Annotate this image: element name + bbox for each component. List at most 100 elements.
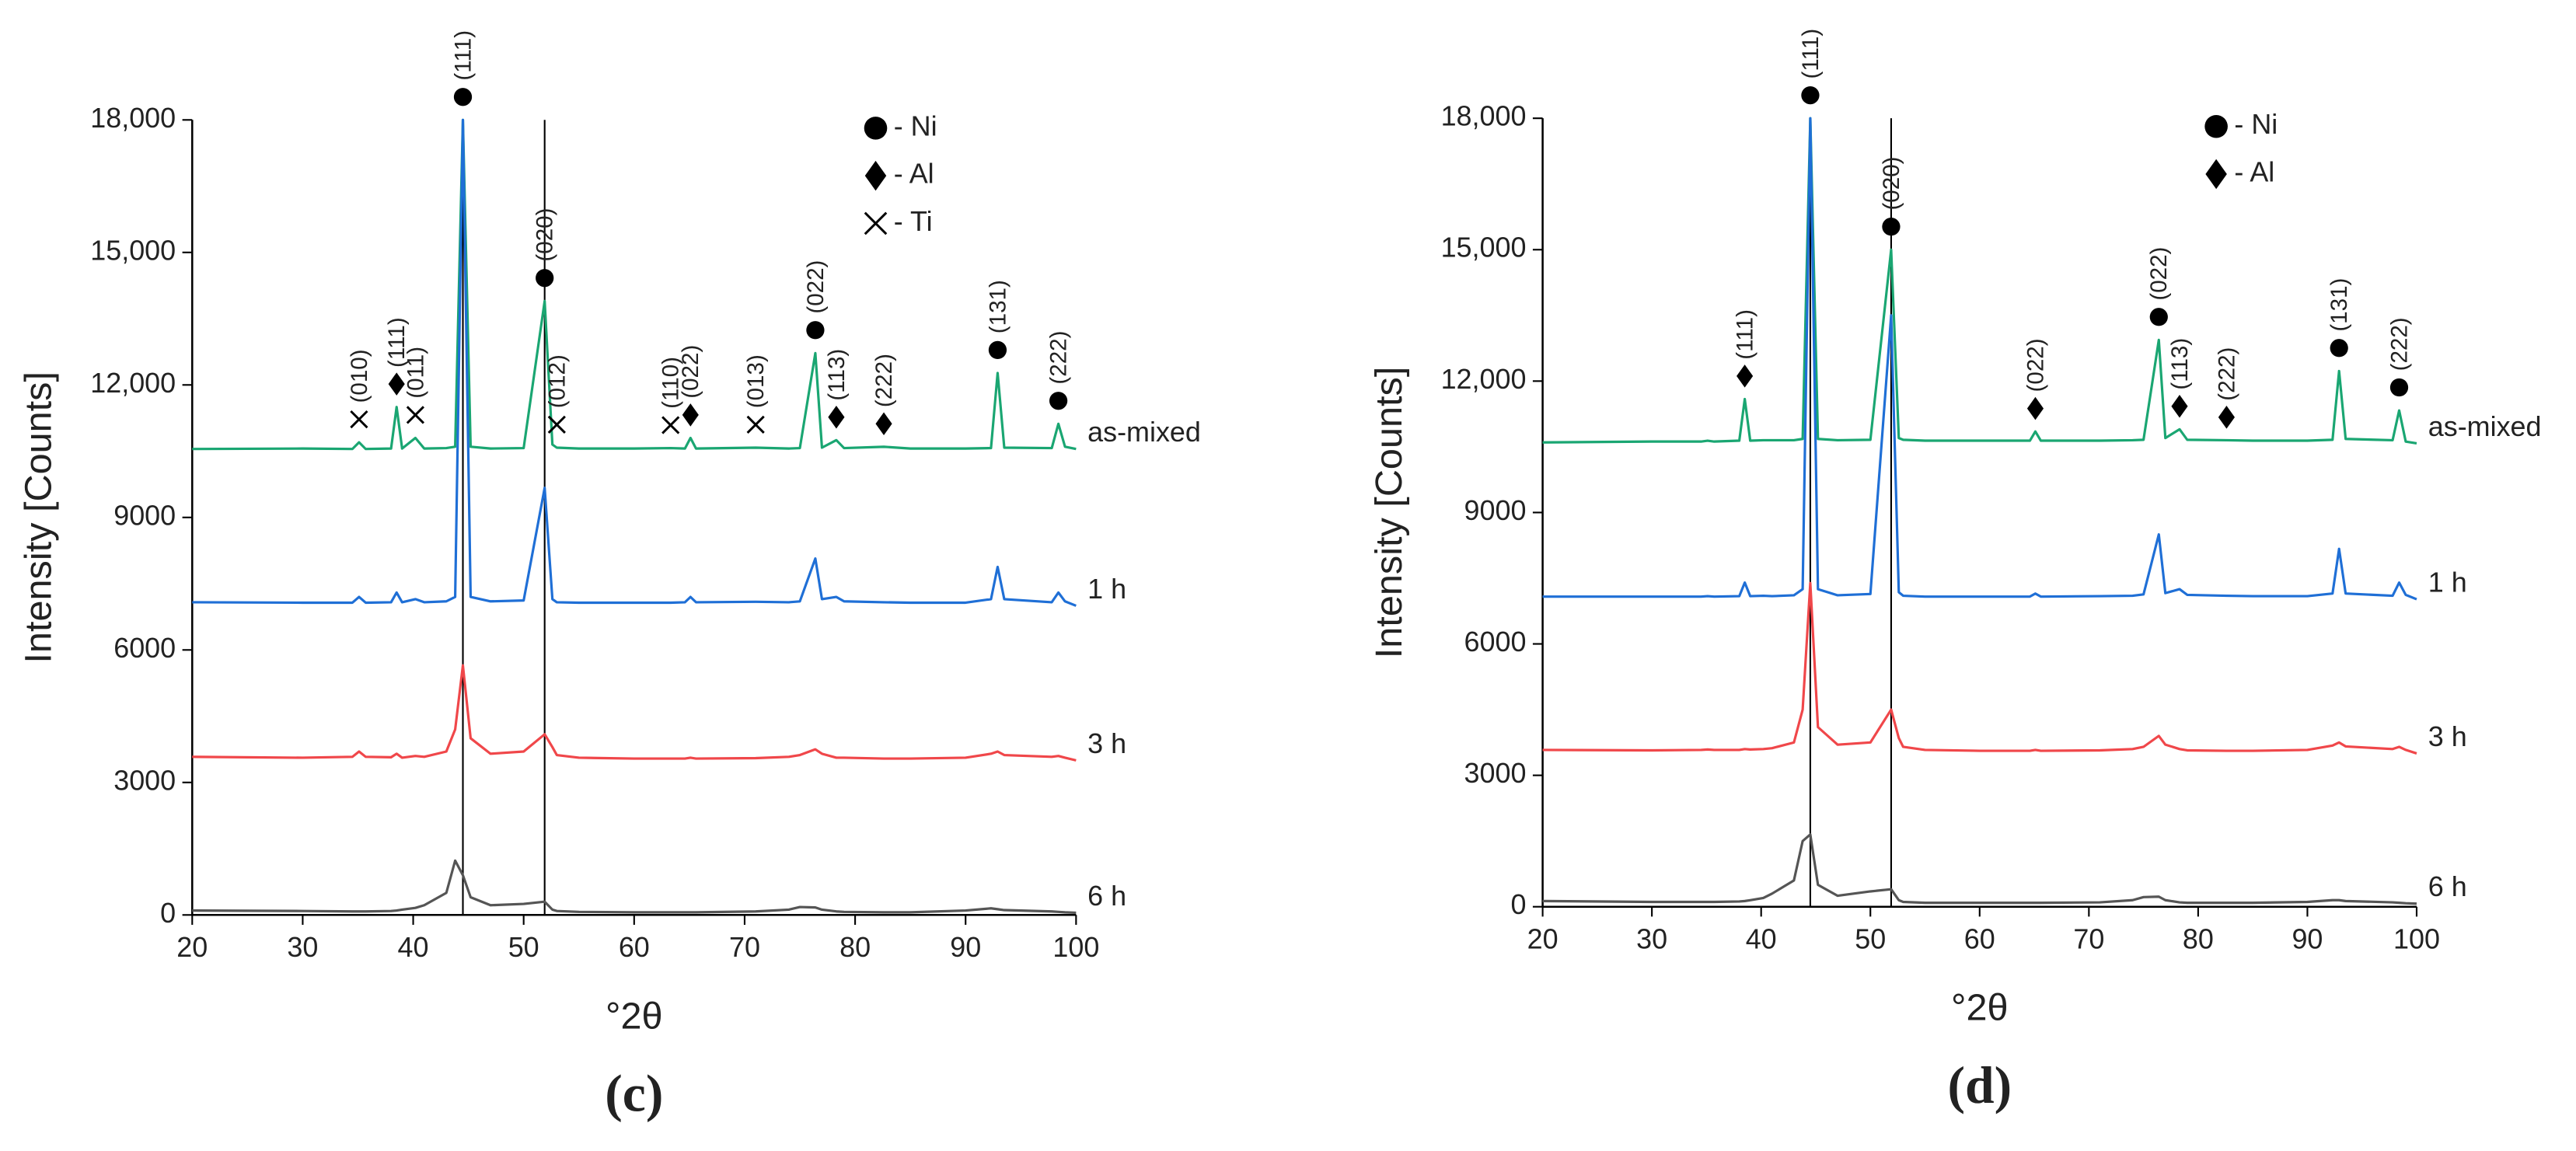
annotation-label: (022) <box>2146 247 2172 301</box>
y-tick-label: 6000 <box>1464 626 1527 657</box>
annotation-label: (012) <box>544 354 570 408</box>
annotation-label: (013) <box>743 354 769 408</box>
marker-circle <box>2330 339 2348 358</box>
marker-cross <box>350 410 368 429</box>
annotation-label: (222) <box>1046 331 1072 385</box>
series-label: 6 h <box>1087 880 1126 912</box>
x-axis-label: °2θ <box>1951 987 2009 1029</box>
y-tick-label: 15,000 <box>90 234 176 266</box>
marker-diamond <box>682 403 699 427</box>
marker-diamond <box>388 372 405 396</box>
caption: (d) <box>1947 1056 2012 1114</box>
annotation-label: (131) <box>985 280 1011 333</box>
x-tick-label: 70 <box>729 931 760 963</box>
series-label: 1 h <box>2428 567 2467 598</box>
caption: (c) <box>605 1065 663 1123</box>
y-tick-label: 0 <box>160 897 176 929</box>
x-tick-label: 40 <box>1746 923 1777 955</box>
marker-diamond <box>875 412 892 436</box>
legend-label: - Ni <box>894 110 937 141</box>
marker-circle <box>864 117 888 140</box>
x-axis-label: °2θ <box>606 995 663 1037</box>
y-tick-label: 6000 <box>113 632 176 664</box>
series-label: 1 h <box>1087 573 1126 605</box>
annotation-label: (022) <box>2023 338 2048 392</box>
marker-circle <box>1049 392 1068 410</box>
y-tick-label: 9000 <box>1464 494 1527 526</box>
series-label: 3 h <box>2428 720 2467 752</box>
marker-circle <box>2204 114 2228 138</box>
x-tick-label: 90 <box>2292 923 2323 955</box>
y-axis-label: Intensity [Counts] <box>18 371 60 664</box>
annotation-label: (111) <box>1733 309 1758 360</box>
x-tick-label: 100 <box>1052 931 1099 963</box>
marker-circle <box>1801 85 1820 105</box>
y-tick-label: 12,000 <box>90 367 176 399</box>
marker-diamond <box>1737 364 1754 388</box>
marker-cross <box>746 415 765 434</box>
marker-cross <box>864 211 888 235</box>
marker-cross <box>406 406 425 424</box>
annotation-label: (010) <box>347 349 372 403</box>
x-tick-label: 20 <box>176 931 208 963</box>
marker-diamond <box>864 160 887 191</box>
marker-circle <box>1882 218 1901 236</box>
y-tick-label: 15,000 <box>1441 232 1527 263</box>
annotation-label: (111) <box>384 317 410 368</box>
y-tick-label: 18,000 <box>90 102 176 134</box>
marker-diamond <box>2205 159 2227 190</box>
x-tick-label: 50 <box>1855 923 1886 955</box>
series-line <box>192 118 1077 451</box>
marker-circle <box>536 269 554 288</box>
series-line <box>1542 833 2417 905</box>
x-tick-label: 80 <box>2183 923 2214 955</box>
x-tick-label: 40 <box>398 931 429 963</box>
annotation-label: (111) <box>450 30 476 81</box>
series-line <box>192 118 1077 607</box>
legend-label: - Ni <box>2234 108 2278 140</box>
legend-label: - Al <box>894 158 934 190</box>
x-tick-label: 20 <box>1527 923 1559 955</box>
annotation-label: (131) <box>2326 278 2352 332</box>
y-tick-label: 3000 <box>1464 757 1527 789</box>
y-tick-label: 9000 <box>113 499 176 531</box>
marker-cross <box>661 416 680 434</box>
x-tick-label: 60 <box>619 931 650 963</box>
series-line <box>1542 117 2417 601</box>
series-label: 3 h <box>1087 727 1126 759</box>
marker-circle <box>988 340 1007 359</box>
annotation-label: (020) <box>532 208 558 262</box>
annotation-label: (222) <box>2386 317 2412 371</box>
y-tick-label: 18,000 <box>1441 100 1527 132</box>
marker-diamond <box>2218 406 2236 429</box>
marker-circle <box>806 321 825 340</box>
x-tick-label: 50 <box>508 931 539 963</box>
marker-diamond <box>2171 394 2188 418</box>
annotation-label: (020) <box>1879 156 1904 210</box>
marker-diamond <box>2026 396 2044 420</box>
y-axis-label: Intensity [Counts] <box>1368 367 1410 659</box>
y-tick-label: 0 <box>1510 888 1526 920</box>
series-line <box>1542 581 2417 755</box>
marker-circle <box>2149 308 2168 326</box>
legend-label: - Ti <box>894 205 933 237</box>
y-tick-label: 12,000 <box>1441 363 1527 395</box>
annotation-label: (110) <box>658 357 684 409</box>
series-label: as-mixed <box>2428 410 2542 442</box>
x-tick-label: 30 <box>287 931 318 963</box>
annotation-label: (022) <box>803 260 829 314</box>
annotation-label: (113) <box>824 349 850 401</box>
series-line <box>192 859 1077 915</box>
x-tick-label: 100 <box>2393 923 2440 955</box>
annotation-label: (022) <box>678 345 703 399</box>
series-line <box>1542 117 2417 445</box>
x-tick-label: 70 <box>2073 923 2104 955</box>
x-tick-label: 60 <box>1964 923 1995 955</box>
annotation-label: (222) <box>871 354 897 407</box>
x-tick-label: 90 <box>950 931 981 963</box>
series-line <box>192 664 1077 762</box>
x-tick-label: 30 <box>1636 923 1667 955</box>
series-label: 6 h <box>2428 870 2467 902</box>
